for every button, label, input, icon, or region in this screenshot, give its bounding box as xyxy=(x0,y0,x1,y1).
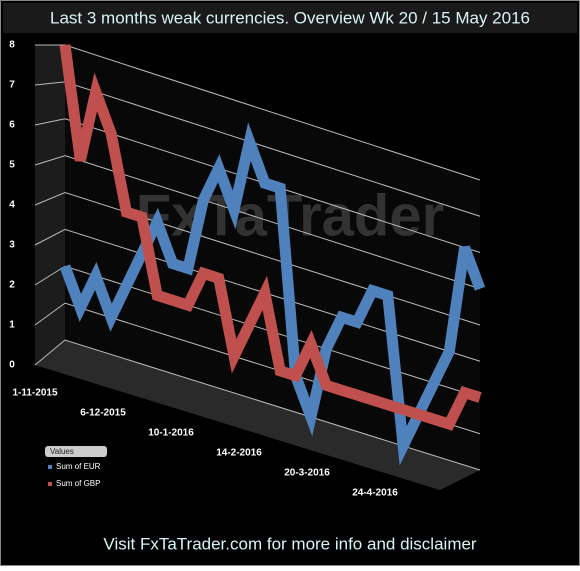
y-tick-label: 8 xyxy=(9,40,15,51)
series-line xyxy=(59,122,486,466)
chart-title: Last 3 months weak currencies. Overview … xyxy=(50,8,530,27)
y-tick-label: 0 xyxy=(9,360,15,371)
footer: Visit FxTaTrader.com for more info and d… xyxy=(103,534,477,553)
y-tick-label: 6 xyxy=(9,120,15,131)
y-tick-label: 1 xyxy=(9,320,15,331)
legend-title-box xyxy=(45,446,107,457)
x-tick-label: 10-1-2016 xyxy=(148,428,194,439)
watermark: FxTaTrader xyxy=(136,183,444,248)
x-tick-label: 1-11-2015 xyxy=(12,388,57,399)
legend-title: Values xyxy=(50,447,74,456)
legend-swatch xyxy=(48,482,52,486)
side-wall xyxy=(35,45,65,365)
grid-line xyxy=(34,155,481,290)
back-wall xyxy=(65,45,480,470)
grid-line xyxy=(34,339,481,471)
x-tick-label: 24-4-2016 xyxy=(352,488,398,499)
series-line xyxy=(59,44,482,431)
y-tick-label: 3 xyxy=(9,240,15,251)
legend-swatch xyxy=(48,465,52,469)
y-tick-label: 4 xyxy=(9,200,15,211)
title-band xyxy=(3,3,577,33)
y-tick-label: 2 xyxy=(9,280,15,291)
legend-label: Sum of GBP xyxy=(56,479,100,488)
y-tick-label: 7 xyxy=(9,80,15,91)
grid-line xyxy=(34,118,481,253)
legend-label: Sum of EUR xyxy=(56,462,101,471)
x-tick-label: 6-12-2015 xyxy=(80,408,126,419)
x-tick-label: 20-3-2016 xyxy=(284,468,330,479)
y-tick-label: 5 xyxy=(9,160,15,171)
x-tick-label: 14-2-2016 xyxy=(216,448,262,459)
floor xyxy=(35,340,480,490)
grid-line xyxy=(34,191,481,326)
